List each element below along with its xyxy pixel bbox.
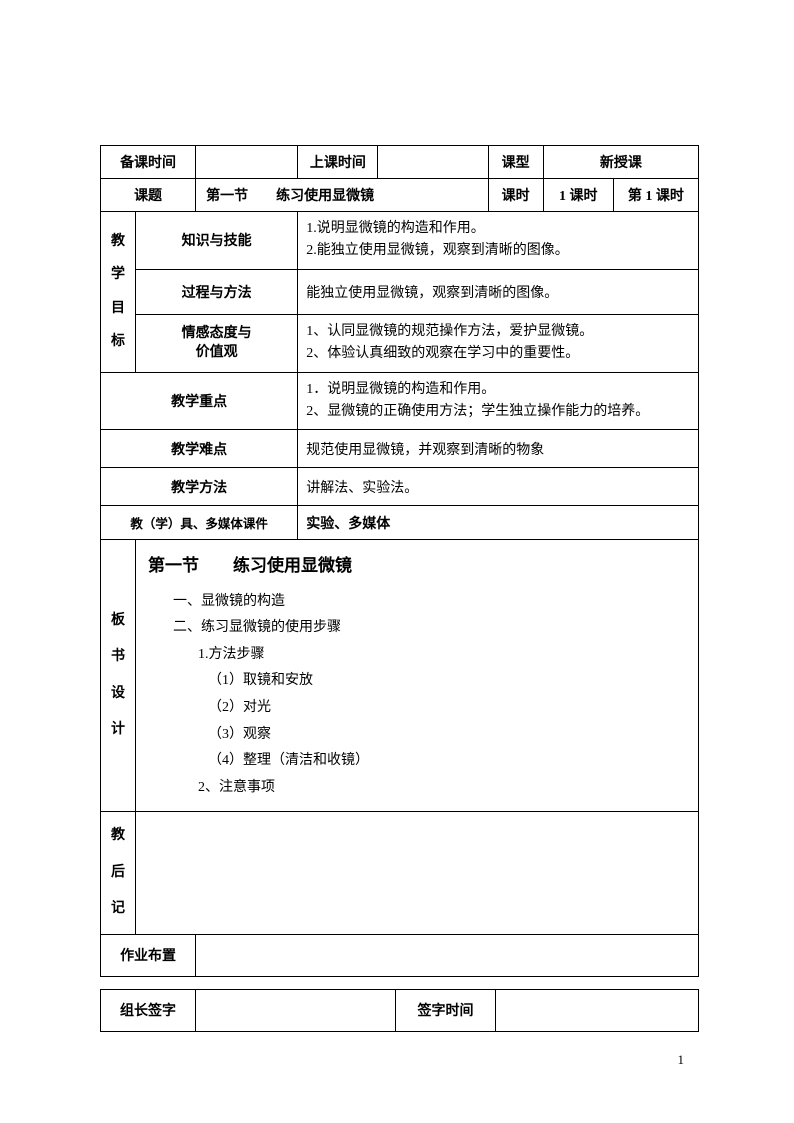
- attitude-label: 情感态度与 价值观: [136, 314, 298, 372]
- board-content: 第一节 练习使用显微镜 一、显微镜的构造 二、练习显微镜的使用步骤 1.方法步骤…: [136, 540, 698, 811]
- class-time-value: [378, 146, 488, 179]
- board-label-text: 板 书 设 计: [111, 613, 125, 737]
- attitude-text: 1、认同显微镜的规范操作方法，爱护显微镜。 2、体验认真细致的观察在学习中的重要…: [298, 314, 699, 372]
- board-line: （1）取镜和安放: [148, 668, 686, 695]
- board-label: 板 书 设 计: [101, 540, 136, 812]
- type-label: 课型: [488, 146, 543, 179]
- objectives-label-text: 教 学 目 标: [111, 234, 125, 350]
- board-content-cell: 第一节 练习使用显微镜 一、显微镜的构造 二、练习显微镜的使用步骤 1.方法步骤…: [136, 540, 699, 812]
- topic-label: 课题: [101, 179, 196, 212]
- methods-label: 教学方法: [101, 468, 298, 506]
- difficulties-label: 教学难点: [101, 430, 298, 468]
- lesson-plan-table: 备课时间 上课时间 课型 新授课 课题 第一节 练习使用显微镜 课时 1 课时 …: [100, 145, 699, 977]
- table-row: 教（学）具、多媒体课件 实验、多媒体: [101, 506, 699, 540]
- afternote-text: [136, 812, 699, 934]
- tools-label: 教（学）具、多媒体课件: [101, 506, 298, 540]
- sign-time-label: 签字时间: [396, 989, 496, 1031]
- methods-text: 讲解法、实验法。: [298, 468, 699, 506]
- board-line: （3）观察: [148, 722, 686, 749]
- table-row: 情感态度与 价值观 1、认同显微镜的规范操作方法，爱护显微镜。 2、体验认真细致…: [101, 314, 699, 372]
- type-value: 新授课: [543, 146, 698, 179]
- signature-table: 组长签字 签字时间: [100, 989, 699, 1032]
- table-row: 教 后 记: [101, 812, 699, 934]
- board-line: 1.方法步骤: [148, 642, 686, 669]
- afternote-label: 教 后 记: [101, 812, 136, 934]
- board-line: 一、显微镜的构造: [148, 589, 686, 616]
- process-text: 能独立使用显微镜，观察到清晰的图像。: [298, 269, 699, 314]
- table-row: 教 学 目 标 知识与技能 1.说明显微镜的构造和作用。 2.能独立使用显微镜，…: [101, 212, 699, 270]
- table-row: 教学方法 讲解法、实验法。: [101, 468, 699, 506]
- table-row: 教学难点 规范使用显微镜，并观察到清晰的物象: [101, 430, 699, 468]
- leader-label: 组长签字: [101, 989, 196, 1031]
- topic-value: 第一节 练习使用显微镜: [196, 179, 488, 212]
- prep-time-value: [196, 146, 298, 179]
- table-row: 过程与方法 能独立使用显微镜，观察到清晰的图像。: [101, 269, 699, 314]
- tools-text: 实验、多媒体: [298, 506, 699, 540]
- homework-label: 作业布置: [101, 934, 196, 976]
- knowledge-label: 知识与技能: [136, 212, 298, 270]
- table-row: 板 书 设 计 第一节 练习使用显微镜 一、显微镜的构造 二、练习显微镜的使用步…: [101, 540, 699, 812]
- period-label: 课时: [488, 179, 543, 212]
- board-line: 二、练习显微镜的使用步骤: [148, 615, 686, 642]
- keypoints-text: 1．说明显微镜的构造和作用。 2、显微镜的正确使用方法；学生独立操作能力的培养。: [298, 372, 699, 430]
- table-row: 作业布置: [101, 934, 699, 976]
- board-line: （2）对光: [148, 695, 686, 722]
- sign-time-value: [496, 989, 699, 1031]
- difficulties-text: 规范使用显微镜，并观察到清晰的物象: [298, 430, 699, 468]
- board-title: 第一节 练习使用显微镜: [148, 550, 686, 582]
- table-row: 备课时间 上课时间 课型 新授课: [101, 146, 699, 179]
- period-count: 1 课时: [543, 179, 613, 212]
- objectives-label: 教 学 目 标: [101, 212, 136, 373]
- knowledge-text: 1.说明显微镜的构造和作用。 2.能独立使用显微镜，观察到清晰的图像。: [298, 212, 699, 270]
- table-row: 课题 第一节 练习使用显微镜 课时 1 课时 第 1 课时: [101, 179, 699, 212]
- keypoints-label: 教学重点: [101, 372, 298, 430]
- table-row: 教学重点 1．说明显微镜的构造和作用。 2、显微镜的正确使用方法；学生独立操作能…: [101, 372, 699, 430]
- prep-time-label: 备课时间: [101, 146, 196, 179]
- homework-text: [196, 934, 699, 976]
- afternote-label-text: 教 后 记: [111, 828, 125, 916]
- board-line: 2、注意事项: [148, 775, 686, 802]
- table-row: 组长签字 签字时间: [101, 989, 699, 1031]
- process-label: 过程与方法: [136, 269, 298, 314]
- period-which: 第 1 课时: [613, 179, 698, 212]
- leader-value: [196, 989, 396, 1031]
- class-time-label: 上课时间: [298, 146, 378, 179]
- page-number: 1: [678, 1052, 685, 1068]
- board-line: （4）整理（清洁和收镜）: [148, 748, 686, 775]
